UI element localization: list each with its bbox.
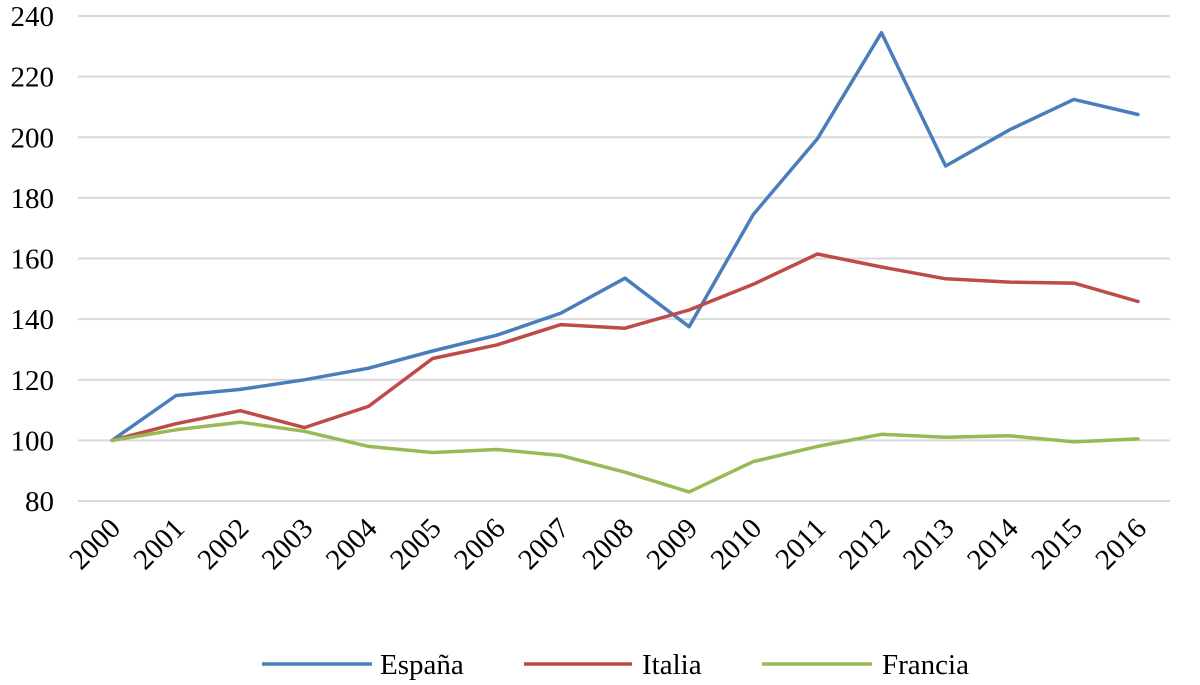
y-tick-label: 220: [11, 62, 55, 94]
x-tick-label: 2007: [512, 512, 576, 576]
x-tick-label: 2003: [256, 512, 320, 576]
y-tick-label: 120: [11, 365, 55, 397]
x-tick-label: 2011: [769, 512, 832, 575]
y-tick-label: 100: [11, 425, 55, 457]
x-tick-label: 2009: [640, 512, 704, 576]
x-tick-label: 2013: [897, 512, 961, 576]
x-axis-tick-labels: 2000 2001 2002 2003 2004 2005 2006 2007 2008 2009…: [63, 512, 1153, 576]
gridlines: [78, 15, 1170, 502]
x-tick-label: 2015: [1025, 512, 1089, 576]
legend: España Italia Francia: [262, 649, 969, 681]
x-tick-label: 2012: [833, 512, 897, 576]
series-line-italia: [110, 252, 1140, 443]
x-tick-label: 2005: [384, 512, 448, 576]
x-tick-label: 2016: [1089, 512, 1153, 576]
x-tick-label: 2000: [63, 512, 127, 576]
y-tick-label: 160: [11, 244, 55, 276]
y-tick-label: 240: [11, 1, 55, 33]
x-tick-label: 2002: [192, 512, 256, 576]
x-tick-label: 2006: [448, 512, 512, 576]
y-tick-label: 180: [11, 183, 55, 215]
series-lines: [110, 30, 1140, 494]
y-axis-tick-labels: 80 100 120 140 160 180 200 220 240: [11, 1, 55, 518]
series-line-francia: [110, 420, 1140, 494]
legend-label-francia: Francia: [882, 649, 969, 681]
y-tick-label: 80: [25, 486, 54, 518]
x-tick-label: 2010: [705, 512, 769, 576]
y-tick-label: 200: [11, 122, 55, 154]
x-tick-label: 2008: [576, 512, 640, 576]
series-line-españa: [110, 30, 1140, 443]
legend-label-italia: Italia: [642, 649, 702, 681]
x-tick-label: 2004: [320, 512, 384, 576]
y-tick-label: 140: [11, 304, 55, 336]
x-tick-label: 2001: [127, 512, 191, 576]
x-tick-label: 2014: [961, 512, 1025, 576]
legend-label-españa: España: [380, 649, 464, 681]
